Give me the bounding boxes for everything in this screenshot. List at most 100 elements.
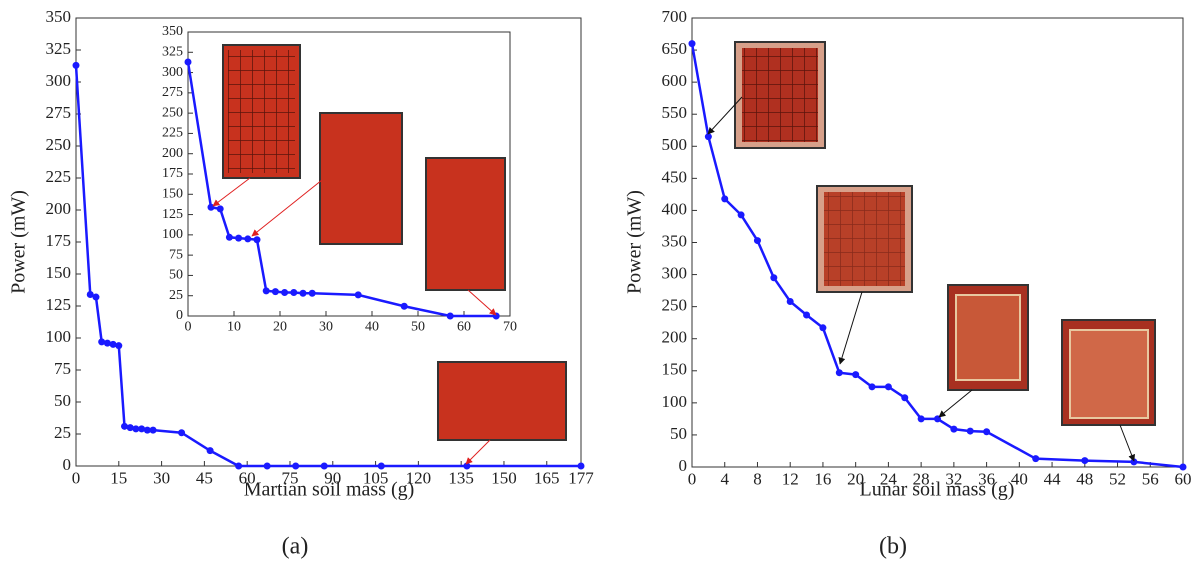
data-point [271,288,279,296]
data-point [803,311,811,319]
data-point [253,236,261,244]
data-point [72,61,80,69]
data-point [98,338,106,346]
x-tick-label: 0 [72,469,81,488]
data-point [121,422,129,430]
data-point [950,425,958,433]
photo [437,361,567,441]
data-point [115,342,123,350]
data-point [138,425,146,433]
data-point [92,293,100,301]
data-point [446,312,454,320]
x-tick-label: 30 [319,319,333,334]
y-tick-label: 125 [46,295,72,314]
y-tick-label: 325 [162,45,183,60]
data-point [308,289,316,297]
data-point [688,40,696,48]
y-tick-label: 0 [679,456,688,475]
y-tick-label: 200 [46,199,72,218]
data-point [178,429,186,437]
data-point [852,371,860,379]
y-tick-label: 175 [162,166,183,181]
photo-grid [228,50,295,173]
y-tick-label: 100 [662,392,688,411]
data-point [299,289,307,297]
y-tick-label: 225 [162,126,183,141]
x-tick-label: 20 [273,319,287,334]
y-tick-label: 0 [63,455,72,474]
y-tick-label: 0 [176,308,183,323]
arrow [838,291,863,365]
y-tick-label: 100 [162,227,183,242]
x-tick-label: 15 [110,469,127,488]
y-tick-label: 600 [662,71,688,90]
data-point [704,133,712,141]
x-tick-label: 56 [1142,470,1159,489]
data-point [835,369,843,377]
x-tick-label: 0 [185,319,192,334]
data-point [206,447,214,455]
arrow [938,389,973,418]
data-point [819,324,827,332]
y-tick-label: 175 [46,231,72,250]
main-chart-a: 0255075100125150175200225250275300325350… [8,7,595,501]
arrow [465,439,491,465]
data-point [884,383,892,391]
data-point [235,462,243,470]
x-tick-label: 75 [281,469,298,488]
y-tick-label: 350 [662,231,688,250]
x-tick-label: 70 [503,319,517,334]
x-tick-label: 177 [568,469,594,488]
y-tick-label: 150 [162,187,183,202]
y-tick-label: 200 [662,328,688,347]
data-point [966,427,974,435]
x-tick-label: 4 [720,470,729,489]
arrow [212,177,251,207]
chart-b: 0501001502002503003504004505005506006507… [624,7,1192,501]
y-tick-label: 275 [46,103,72,122]
data-point [281,288,289,296]
y-tick-label: 500 [662,135,688,154]
x-tick-label: 48 [1076,470,1093,489]
x-tick-label: 0 [688,470,697,489]
y-axis-label: Power (mW) [8,190,30,294]
x-tick-label: 165 [534,469,560,488]
x-tick-label: 60 [457,319,471,334]
x-tick-label: 16 [814,470,831,489]
data-point [721,195,729,203]
y-tick-label: 550 [662,103,688,122]
y-tick-label: 150 [662,360,688,379]
arrow [1119,424,1135,462]
x-tick-label: 44 [1044,470,1062,489]
data-point [132,425,140,433]
x-tick-label: 90 [324,469,341,488]
data-point [770,274,778,282]
caption: (a) [282,534,309,560]
y-tick-label: 200 [162,146,183,161]
arrow [707,96,743,135]
x-tick-label: 60 [1175,470,1192,489]
data-point [244,235,252,243]
caption: (b) [879,534,907,560]
y-tick-label: 400 [662,199,688,218]
data-point [290,288,298,296]
data-point [901,394,909,402]
x-tick-label: 40 [1011,470,1028,489]
y-tick-label: 275 [162,85,183,100]
y-tick-label: 150 [46,263,72,282]
y-tick-label: 25 [169,288,183,303]
x-axis-label: Martian soil mass (g) [244,479,415,501]
y-tick-label: 250 [662,296,688,315]
data-point [320,462,328,470]
x-tick-label: 30 [153,469,170,488]
arrow [251,179,323,237]
data-point [225,233,233,241]
data-point [103,339,111,347]
y-tick-label: 250 [162,105,183,120]
data-point [377,462,385,470]
x-tick-label: 52 [1109,470,1126,489]
y-tick-label: 300 [662,263,688,282]
data-point [1081,457,1089,465]
photo-panel [1069,329,1149,419]
